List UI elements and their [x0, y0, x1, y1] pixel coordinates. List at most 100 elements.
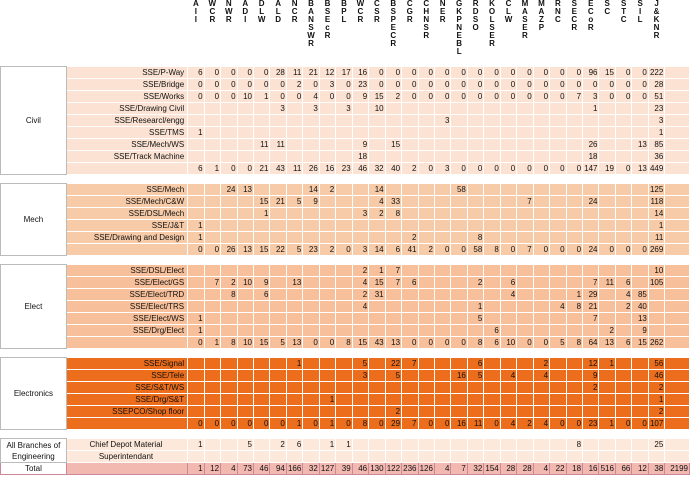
- table-cell: 0: [598, 78, 616, 91]
- table-cell: [500, 312, 517, 325]
- table-cell: 33: [385, 195, 402, 208]
- table-row: SSE/TMS 1 1: [1, 126, 690, 139]
- table-cell: 6: [187, 162, 205, 175]
- grand-total-cell: 66: [614, 462, 633, 475]
- table-cell: [352, 231, 369, 244]
- table-cell: [467, 219, 484, 232]
- table-cell: [335, 381, 353, 394]
- table-cell: [549, 195, 567, 208]
- table-cell: [368, 369, 386, 382]
- table-cell: [319, 150, 336, 163]
- table-cell: [269, 369, 287, 382]
- table-cell: 11: [648, 231, 665, 244]
- table-cell: [237, 264, 254, 277]
- table-cell: [664, 243, 690, 256]
- table-cell: 147: [582, 162, 599, 175]
- table-cell: [664, 324, 690, 337]
- table-cell: [335, 393, 353, 406]
- table-cell: [582, 114, 599, 127]
- table-cell: [286, 324, 303, 337]
- row-label: SSE/Drg/Elect: [66, 324, 188, 337]
- table-cell: [187, 102, 205, 115]
- table-cell: [253, 381, 270, 394]
- table-cell: 6: [500, 276, 517, 289]
- table-row: SSE/S&T/WS 2 2: [1, 381, 690, 394]
- table-cell: 0: [237, 78, 254, 91]
- table-cell: 11: [253, 138, 270, 151]
- table-cell: [434, 357, 451, 370]
- table-cell: [483, 381, 501, 394]
- table-cell: [533, 438, 550, 451]
- table-cell: 11: [598, 276, 616, 289]
- table-cell: 16: [450, 417, 468, 430]
- table-cell: [204, 150, 221, 163]
- table-cell: 7: [401, 357, 418, 370]
- table-cell: 0: [566, 417, 583, 430]
- table-cell: [220, 150, 238, 163]
- table-cell: 0: [187, 336, 205, 349]
- table-cell: [418, 150, 435, 163]
- table-cell: [631, 438, 649, 451]
- table-cell: 0: [533, 162, 550, 175]
- table-cell: 5: [467, 369, 484, 382]
- table-cell: [220, 369, 238, 382]
- table-cell: [269, 393, 287, 406]
- table-cell: [237, 231, 254, 244]
- table-cell: 0: [385, 78, 402, 91]
- table-cell: [302, 231, 320, 244]
- table-cell: 0: [615, 90, 632, 103]
- table-cell: [269, 450, 287, 463]
- table-cell: [648, 300, 665, 313]
- table-cell: [253, 114, 270, 127]
- table-cell: 5: [467, 312, 484, 325]
- table-row: SSE/Tele 3 5 16 5 4 4 9 46: [1, 369, 690, 382]
- table-cell: 8: [335, 336, 353, 349]
- table-cell: [204, 438, 221, 451]
- table-cell: [286, 369, 303, 382]
- table-cell: [516, 183, 534, 196]
- table-cell: [385, 219, 402, 232]
- table-cell: 0: [237, 417, 254, 430]
- table-cell: [648, 324, 665, 337]
- table-cell: 15: [368, 276, 386, 289]
- table-cell: 0: [237, 66, 254, 79]
- table-cell: [253, 126, 270, 139]
- category-label: Mech: [0, 183, 67, 256]
- table-cell: [220, 207, 238, 220]
- table-cell: [269, 381, 287, 394]
- table-cell: 0: [500, 78, 517, 91]
- table-cell: [204, 102, 221, 115]
- table-cell: [418, 369, 435, 382]
- table-row: Civil SSE/P-Way 6 0 0 0 0 28 11 21 12 17 16 0 0 0 0 0 0 0 0 0…: [0, 66, 690, 175]
- table-cell: 19: [598, 162, 616, 175]
- row-label: SSE/Drawing Civil: [66, 102, 188, 115]
- table-cell: [385, 324, 402, 337]
- row-label: SSE/Elect/WS: [66, 312, 188, 325]
- table-cell: [220, 102, 238, 115]
- table-cell: [434, 183, 451, 196]
- table-cell: 2: [648, 381, 665, 394]
- table-cell: [319, 357, 336, 370]
- table-cell: [401, 300, 418, 313]
- table-cell: [319, 312, 336, 325]
- table-cell: 6: [187, 66, 205, 79]
- header-total-spacer: [664, 0, 690, 58]
- table-cell: [401, 438, 418, 451]
- table-cell: 23: [648, 102, 665, 115]
- table-cell: 16: [450, 369, 468, 382]
- column-header: C L W: [500, 0, 517, 58]
- table-cell: [631, 126, 649, 139]
- table-cell: [664, 207, 690, 220]
- table-cell: 24: [582, 243, 599, 256]
- table-cell: [302, 312, 320, 325]
- table-cell: [418, 312, 435, 325]
- table-cell: [664, 183, 690, 196]
- table-cell: [434, 126, 451, 139]
- table-row: SSE/Mech/WS 11 11 9 15 26 13 85: [1, 138, 690, 151]
- table-cell: 13: [598, 336, 616, 349]
- table-cell: [598, 219, 616, 232]
- table-cell: 26: [220, 243, 238, 256]
- row-label: Chief Depot Material: [66, 438, 188, 451]
- table-cell: [335, 276, 353, 289]
- table-cell: [450, 264, 468, 277]
